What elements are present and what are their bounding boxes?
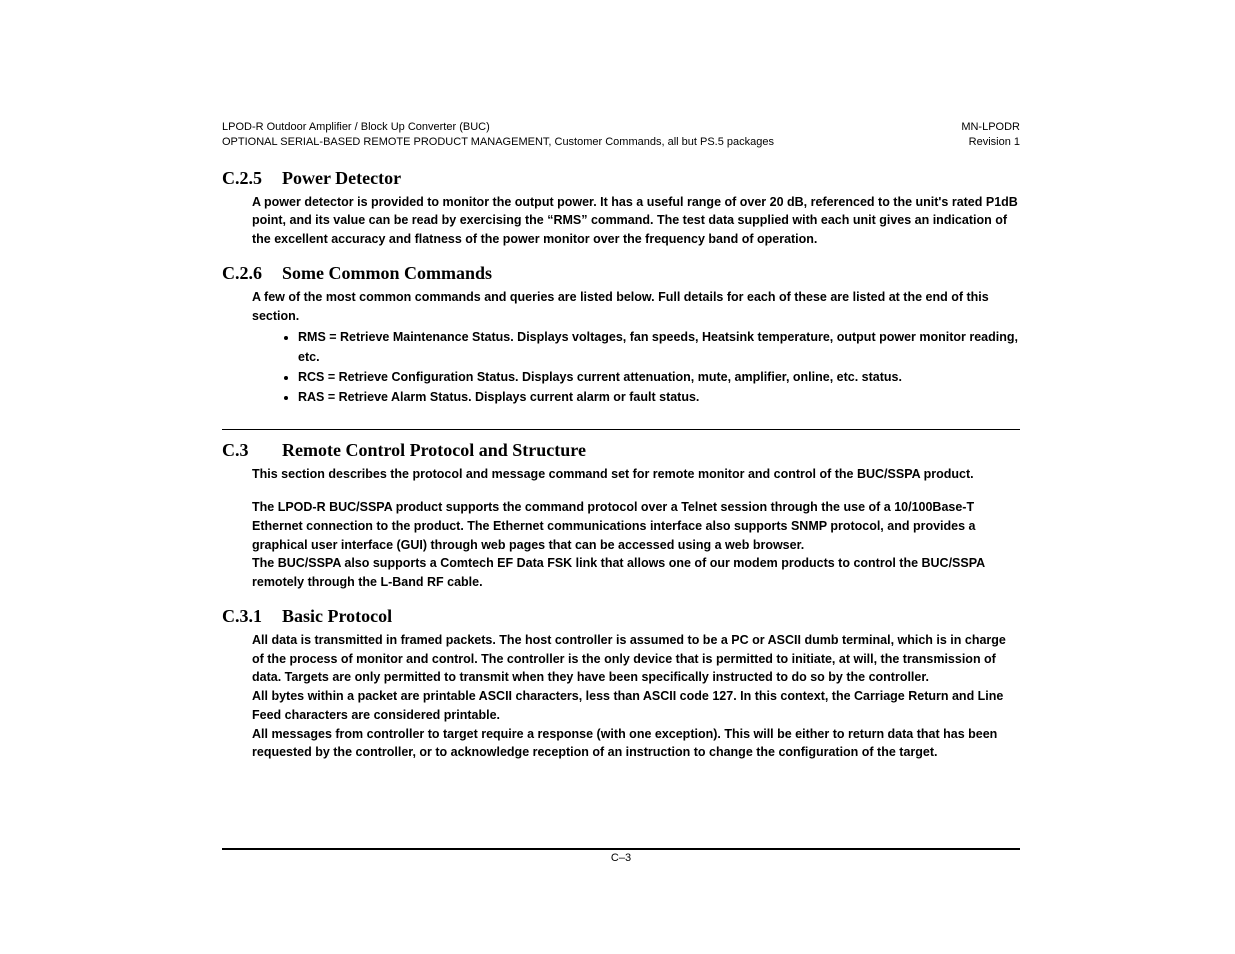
section-title: Some Common Commands <box>282 263 492 284</box>
header-product-line: LPOD-R Outdoor Amplifier / Block Up Conv… <box>222 120 774 135</box>
section-c3-para2: The LPOD-R BUC/SSPA product supports the… <box>252 498 1020 592</box>
section-c26-intro: A few of the most common commands and qu… <box>252 288 1020 326</box>
body-text-span: The LPOD-R BUC/SSPA product supports the… <box>252 500 975 552</box>
section-divider <box>222 429 1020 430</box>
section-number: C.2.6 <box>222 263 266 284</box>
section-c25-body: A power detector is provided to monitor … <box>252 193 1020 249</box>
section-number: C.2.5 <box>222 168 266 189</box>
section-number: C.3.1 <box>222 606 266 627</box>
footer-rule <box>222 848 1020 850</box>
paragraph-gap <box>222 484 1020 498</box>
section-c25-heading: C.2.5 Power Detector <box>222 168 1020 189</box>
list-item: RAS = Retrieve Alarm Status. Displays cu… <box>298 387 1020 407</box>
section-c3-heading: C.3 Remote Control Protocol and Structur… <box>222 440 1020 461</box>
page-header: LPOD-R Outdoor Amplifier / Block Up Conv… <box>222 120 1020 150</box>
section-number: C.3 <box>222 440 266 461</box>
header-doc-id: MN-LPODR <box>961 120 1020 135</box>
body-text-span: The BUC/SSPA also supports a Comtech EF … <box>252 556 985 589</box>
list-item: RMS = Retrieve Maintenance Status. Displ… <box>298 327 1020 367</box>
body-text-span: All bytes within a packet are printable … <box>252 689 1003 722</box>
page-footer: C–3 <box>222 848 1020 864</box>
header-right: MN-LPODR Revision 1 <box>961 120 1020 150</box>
header-subtitle-line: OPTIONAL SERIAL-BASED REMOTE PRODUCT MAN… <box>222 135 774 150</box>
list-item: RCS = Retrieve Configuration Status. Dis… <box>298 367 1020 387</box>
section-title: Basic Protocol <box>282 606 392 627</box>
header-revision: Revision 1 <box>961 135 1020 150</box>
section-c31-para2: All messages from controller to target r… <box>252 725 1020 763</box>
section-c3-para1: This section describes the protocol and … <box>252 465 1020 484</box>
header-left: LPOD-R Outdoor Amplifier / Block Up Conv… <box>222 120 774 150</box>
section-c31-heading: C.3.1 Basic Protocol <box>222 606 1020 627</box>
document-page: LPOD-R Outdoor Amplifier / Block Up Conv… <box>0 0 1235 954</box>
section-c26-heading: C.2.6 Some Common Commands <box>222 263 1020 284</box>
section-title: Power Detector <box>282 168 401 189</box>
section-c31-para1: All data is transmitted in framed packet… <box>252 631 1020 725</box>
page-number: C–3 <box>222 852 1020 864</box>
section-title: Remote Control Protocol and Structure <box>282 440 586 461</box>
body-text-span: All data is transmitted in framed packet… <box>252 633 1006 685</box>
section-c26-list: RMS = Retrieve Maintenance Status. Displ… <box>252 327 1020 407</box>
